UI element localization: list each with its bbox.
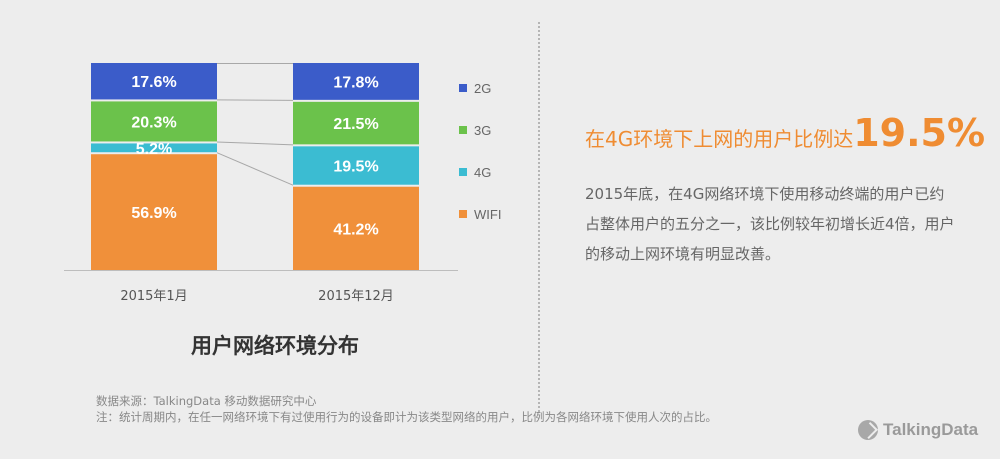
headline-lead: 在4G环境下上网的用户比例达	[585, 127, 854, 151]
data-label: 19.5%	[333, 159, 378, 176]
data-label: 21.5%	[333, 116, 378, 133]
bar-segment-wifi-0	[91, 154, 217, 270]
data-label: 17.8%	[333, 74, 378, 91]
legend-label: WIFI	[474, 207, 501, 222]
source-line: 数据来源：TalkingData 移动数据研究中心	[96, 394, 317, 408]
headline: 在4G环境下上网的用户比例达 19.5%	[585, 106, 985, 156]
bar-segment-wifi-1	[293, 186, 419, 270]
brand-name: TalkingData	[883, 420, 979, 439]
bar-segment-4g-1	[293, 146, 419, 185]
data-label: 5.2%	[136, 141, 172, 158]
legend-label: 4G	[474, 165, 491, 180]
note-line: 注：统计周期内，在任一网络环境下有过使用行为的设备即计为该类型网络的用户，比例为…	[96, 410, 717, 424]
x-tick-label: 2015年1月	[120, 289, 187, 304]
connector-line	[216, 141, 294, 146]
brand-logo: TalkingData	[858, 418, 978, 442]
legend-swatch-2g	[459, 84, 467, 92]
data-label: 56.9%	[131, 205, 176, 222]
data-label: 20.3%	[131, 114, 176, 131]
bar-segment-3g-1	[293, 101, 419, 145]
talkingdata-logo-icon	[858, 420, 878, 440]
data-label: 41.2%	[333, 221, 378, 238]
legend-swatch-wifi	[459, 210, 467, 218]
bar-segment-2g-1	[293, 63, 419, 100]
headline-value: 19.5%	[853, 111, 986, 155]
description-text: 2015年底，在4G网络环境下使用移动终端的用户已约占整体用户的五分之一，该比例…	[585, 185, 955, 263]
stacked-bar-chart: 56.9% 5.2% 20.3% 17.6% 2015年1月 41.2% 19.5% 21.5…	[64, 63, 501, 304]
connector-line	[216, 152, 294, 186]
legend-swatch-3g	[459, 126, 467, 134]
bar-segment-3g-0	[91, 101, 217, 142]
legend-swatch-4g	[459, 168, 467, 176]
vertical-divider	[538, 22, 540, 412]
data-label: 17.6%	[131, 74, 176, 91]
legend-label: 2G	[474, 81, 491, 96]
chart-title: 用户网络环境分布	[191, 334, 359, 358]
source-note: 数据来源：TalkingData 移动数据研究中心 注：统计周期内，在任一网络环…	[96, 393, 816, 425]
bar-segment-2g-0	[91, 63, 217, 100]
legend-label: 3G	[474, 123, 491, 138]
bar-segment-4g-0	[91, 143, 217, 153]
x-tick-label: 2015年12月	[318, 289, 394, 304]
